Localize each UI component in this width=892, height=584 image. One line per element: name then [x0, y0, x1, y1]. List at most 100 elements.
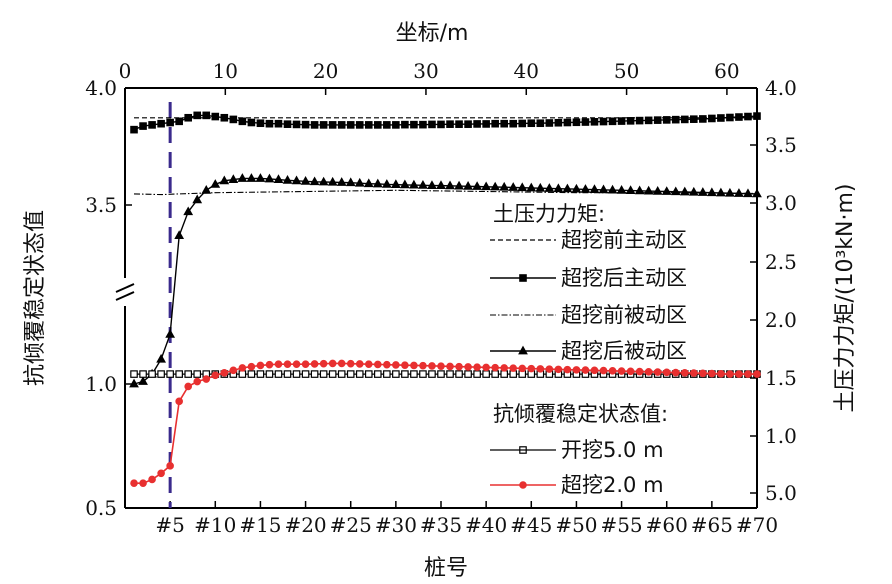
series-line-post-passive: [133, 177, 758, 385]
series-point-overexcavation-2m: [473, 363, 481, 371]
series-point-overexcavation-2m: [410, 361, 418, 370]
series-point-overexcavation-2m: [554, 365, 563, 374]
series-point-overexcavation-2m: [590, 366, 599, 375]
series-point-post-active: [717, 114, 725, 122]
series-point-post-active: [392, 121, 400, 129]
series-point-post-active: [374, 121, 382, 129]
series-point-post-active: [680, 115, 689, 124]
series-point-overexcavation-2m: [726, 370, 734, 378]
series-point-post-active: [735, 113, 743, 121]
series-point-post-passive: [490, 181, 501, 191]
series-point-overexcavation-2m: [464, 363, 472, 371]
series-point-post-passive: [210, 179, 221, 188]
top-axis-tick-label: 50: [614, 59, 639, 83]
series-point-excavation-5m: [274, 370, 283, 378]
legend-group-title-stability: 抗倾覆稳定状态值:: [493, 402, 668, 426]
series-point-post-passive: [273, 174, 284, 184]
series-point-post-active: [653, 116, 662, 124]
series-point-post-passive: [400, 179, 410, 189]
series-point-post-active: [428, 120, 436, 129]
series-point-overexcavation-2m: [274, 360, 283, 368]
left-axis-tick-label: 0.5: [85, 496, 117, 520]
left-axis-tick-label: 1.0: [85, 372, 117, 396]
bottom-axis-tick-label: #5: [155, 513, 184, 537]
series-point-post-passive: [607, 184, 618, 194]
series-point-post-active: [726, 113, 734, 122]
series-point-post-passive: [454, 180, 464, 190]
series-point-post-passive: [652, 185, 663, 195]
series-point-post-active: [644, 116, 653, 125]
series-point-post-passive: [481, 181, 492, 191]
series-point-post-passive: [445, 180, 455, 190]
series-point-overexcavation-2m: [256, 361, 265, 370]
series-point-excavation-5m: [482, 370, 490, 378]
series-point-post-active: [446, 120, 454, 128]
series-point-post-passive: [165, 329, 176, 338]
series-point-post-passive: [201, 185, 212, 194]
series-point-post-active: [301, 120, 310, 129]
series-point-post-passive: [264, 173, 275, 183]
series-point-post-passive: [300, 175, 311, 185]
series-point-overexcavation-2m: [653, 368, 662, 376]
bottom-axis-tick-label: #10: [194, 513, 236, 537]
series-point-post-passive: [553, 183, 564, 193]
legend-group-title-moment: 土压力力矩:: [493, 202, 605, 226]
top-axis-tick-label: 40: [514, 59, 539, 83]
series-point-overexcavation-2m: [166, 462, 174, 470]
series-point-overexcavation-2m: [536, 365, 545, 373]
series-point-overexcavation-2m: [599, 366, 608, 375]
series-point-post-active: [346, 121, 355, 129]
series-point-overexcavation-2m: [184, 382, 193, 391]
series-point-post-passive: [246, 173, 257, 182]
series-point-post-passive: [409, 179, 419, 189]
legend-label: 开挖5.0 m: [561, 438, 664, 462]
axis-break-mark: [115, 291, 135, 301]
series-point-overexcavation-2m: [428, 362, 436, 370]
series-point-post-passive: [228, 174, 239, 184]
right-axis-tick-label: 3.0: [765, 191, 797, 215]
series-point-excavation-5m: [283, 370, 292, 378]
series-point-post-passive: [616, 185, 627, 194]
series-point-post-active: [157, 119, 165, 128]
series-point-post-passive: [508, 182, 519, 191]
series-point-post-passive: [725, 187, 735, 197]
bottom-axis-tick-label: #50: [555, 513, 597, 537]
legend-label: 超挖前主动区: [561, 228, 687, 252]
bottom-axis-tick-label: #65: [691, 513, 733, 537]
series-point-post-active: [581, 118, 590, 126]
series-point-overexcavation-2m: [455, 362, 463, 371]
series-point-overexcavation-2m: [735, 370, 743, 378]
series-point-post-passive: [499, 181, 510, 191]
top-axis-tick-label: 60: [714, 59, 739, 83]
series-point-overexcavation-2m: [617, 367, 626, 375]
series-point-overexcavation-2m: [364, 360, 373, 368]
series-point-excavation-5m: [374, 370, 382, 378]
series-point-overexcavation-2m: [563, 365, 572, 374]
axis-break-mark: [115, 283, 135, 293]
series-point-post-active: [500, 119, 509, 128]
right-axis-title: 土压力力矩/(10³kN·m): [833, 183, 858, 412]
series-point-post-passive: [670, 186, 681, 196]
series-point-overexcavation-2m: [608, 367, 617, 375]
series-point-post-passive: [580, 184, 591, 193]
series-point-post-passive: [372, 178, 383, 188]
series-point-overexcavation-2m: [419, 361, 427, 370]
series-point-overexcavation-2m: [689, 369, 698, 377]
series-point-post-active: [292, 120, 301, 129]
series-point-excavation-5m: [319, 370, 328, 378]
series-point-overexcavation-2m: [753, 370, 761, 378]
series-point-post-passive: [734, 188, 744, 197]
series-point-post-passive: [661, 186, 672, 195]
series-point-post-active: [473, 120, 481, 128]
series-point-post-active: [383, 121, 391, 129]
series-point-post-passive: [336, 177, 347, 186]
series-point-post-active: [184, 113, 193, 122]
legend-label: 超挖后主动区: [561, 266, 687, 290]
series-point-excavation-5m: [419, 370, 427, 378]
series-point-overexcavation-2m: [644, 368, 653, 376]
series-point-post-active: [419, 120, 427, 129]
series-point-overexcavation-2m: [319, 359, 328, 368]
series-point-post-passive: [138, 376, 148, 385]
top-axis-tick-label: 20: [313, 59, 338, 83]
series-point-post-active: [671, 115, 680, 124]
